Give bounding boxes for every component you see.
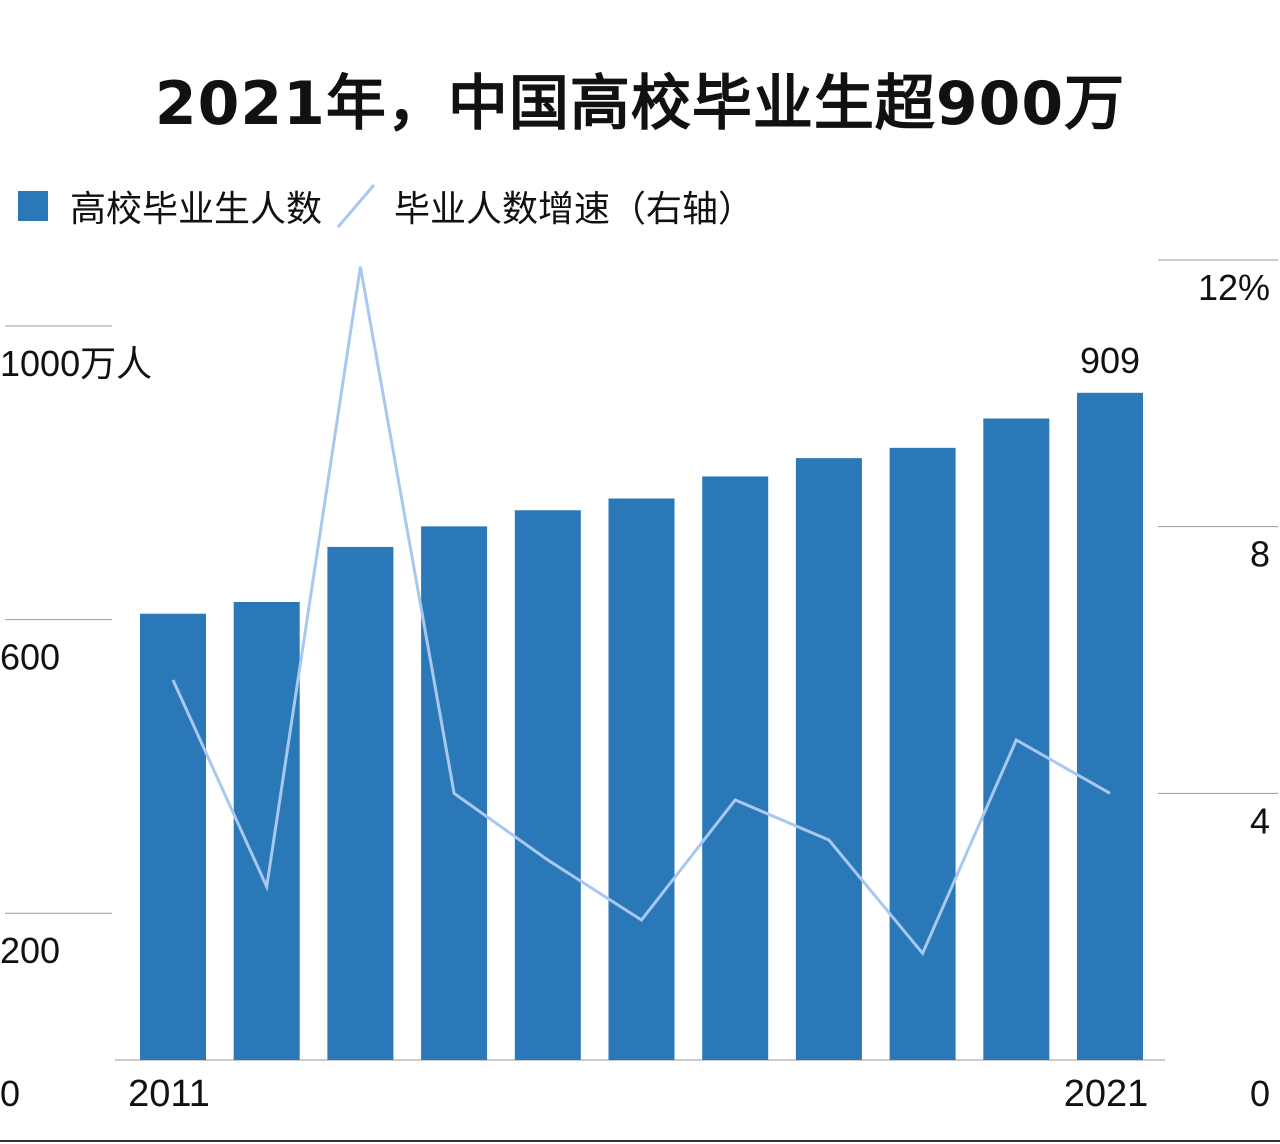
data-label-2021: 909: [1080, 340, 1140, 381]
bar-2016: [608, 498, 675, 1060]
bar-2021: [1077, 392, 1143, 1060]
chart-title: 2021年，中国高校毕业生超900万: [154, 69, 1126, 139]
legend-bar-swatch: [18, 191, 48, 221]
left-tick-label: 200: [0, 930, 60, 971]
bar-2012: [233, 601, 300, 1060]
right-tick-label: 4: [1250, 800, 1270, 841]
left-tick-label: 600: [0, 637, 60, 678]
bar-2018: [795, 458, 862, 1060]
right-tick-label: 12%: [1198, 267, 1270, 308]
x-tick-label: 2021: [1064, 1073, 1149, 1115]
x-tick-label: 2011: [128, 1073, 210, 1115]
legend-line-label: 毕业人数增速（右轴）: [394, 189, 755, 230]
right-tick-label: 8: [1250, 534, 1270, 575]
bar-2015: [514, 510, 581, 1060]
legend-bar-label: 高校毕业生人数: [70, 189, 323, 230]
bar-2019: [889, 447, 956, 1060]
legend: 高校毕业生人数 毕业人数增速（右轴）: [18, 180, 754, 232]
bar-2017: [702, 476, 769, 1061]
left-tick-label: 1000万人: [0, 343, 152, 384]
right-tick-label: 0: [1250, 1073, 1270, 1114]
left-tick-label: 0: [0, 1073, 20, 1114]
bar-2013: [327, 546, 394, 1060]
bar-2011: [140, 613, 206, 1060]
legend-line-swatch: [336, 184, 376, 228]
